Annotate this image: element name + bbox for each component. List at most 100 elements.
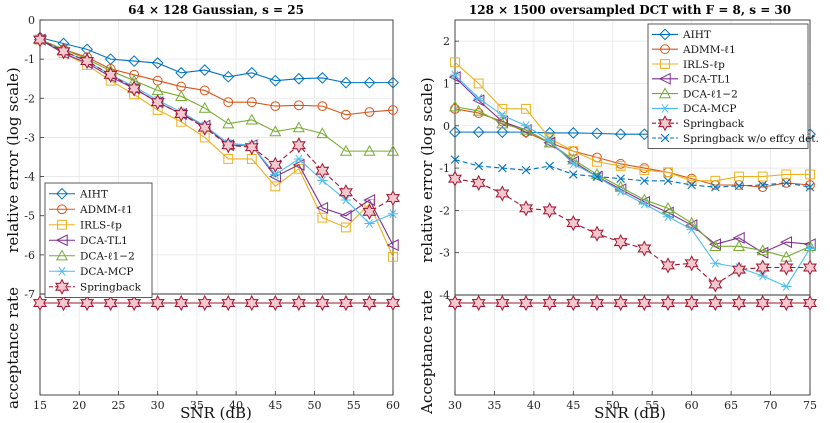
left-acceptance-point [291, 294, 306, 312]
left-series-3 [35, 34, 398, 262]
right-data-point [495, 185, 510, 202]
left-legend-marker [55, 234, 68, 247]
right-legend-item: AIHT [652, 28, 711, 41]
right-acceptance-point [542, 294, 557, 312]
right-series-line [454, 178, 810, 286]
left-x-tick-label: 30 [151, 399, 165, 412]
right-data-point [684, 255, 699, 272]
right-series-line [454, 159, 811, 188]
right-data-point [782, 178, 791, 188]
right-data-point [472, 104, 485, 116]
left-data-point [363, 144, 376, 156]
left-data-point [127, 80, 142, 97]
right-data-point [710, 175, 721, 186]
left-data-point [338, 184, 353, 201]
left-data-point [388, 251, 398, 262]
left-data-point [222, 117, 235, 129]
right-data-point [686, 224, 697, 234]
left-acceptance-series [33, 294, 400, 312]
left-series-line [39, 39, 394, 213]
right-chart-acceptance-label: Acceptance rate [418, 290, 436, 415]
right-legend-item: DCA-TL1 [652, 72, 731, 86]
right-data-point [496, 117, 509, 129]
right-legend-item: DCA-ℓ1−2 [652, 87, 738, 100]
left-legend-item: DCA-TL1 [49, 234, 128, 247]
right-data-point [449, 70, 461, 80]
right-data-point [616, 174, 625, 183]
right-x-tick-label: 40 [527, 399, 541, 412]
left-legend-label: DCA-MCP [80, 266, 133, 278]
left-data-point [363, 194, 376, 207]
left-data-point [317, 212, 328, 223]
right-legend: AIHT ADMM-ℓ1 IRLS-ℓp DCA-TL1 DCA-ℓ1−2 DCA-MCP… [647, 23, 819, 149]
right-acceptance-frame [454, 294, 811, 396]
left-data-point [291, 137, 306, 154]
left-acceptance-point [244, 294, 259, 312]
right-chart-xlabel: SNR (dB) [594, 404, 666, 422]
right-data-point [805, 180, 815, 190]
left-x-tick-label: 55 [347, 399, 361, 412]
left-data-point [221, 137, 236, 154]
right-acceptance-point [803, 294, 817, 312]
left-legend-label: DCA-TL1 [80, 235, 128, 247]
right-data-point [567, 127, 580, 139]
left-x-tick-label: 60 [386, 399, 400, 412]
left-legend-marker [56, 266, 68, 276]
left-acceptance-point [103, 294, 118, 312]
left-data-point [386, 239, 399, 252]
left-data-point [340, 76, 352, 89]
right-data-point [519, 123, 532, 137]
right-data-point [521, 165, 531, 175]
right-legend-item: IRLS-ℓp [652, 59, 725, 71]
right-data-point [732, 240, 746, 252]
left-x-tick-label: 25 [111, 399, 125, 412]
left-data-point [56, 43, 71, 60]
left-legend-marker [55, 249, 69, 261]
right-acceptance-point [566, 294, 581, 312]
right-acceptance-point [613, 294, 628, 312]
left-data-point [341, 222, 351, 233]
right-series-line [454, 106, 811, 258]
right-data-point [804, 244, 816, 253]
right-data-point [756, 244, 769, 256]
left-data-point [341, 109, 351, 120]
left-data-point [223, 154, 234, 164]
left-data-point [269, 125, 282, 137]
right-y-tick-label: 2 [443, 35, 450, 48]
right-y-tick-label: -4 [439, 289, 450, 302]
left-data-point [128, 55, 141, 68]
right-y-tick-label: -1 [439, 162, 450, 175]
right-data-point [805, 169, 815, 180]
right-data-point [663, 176, 673, 186]
right-data-point [449, 126, 461, 139]
right-data-point [709, 240, 722, 252]
right-x-tick-label: 60 [685, 399, 699, 412]
right-legend-marker [659, 28, 671, 41]
left-data-point [244, 139, 259, 156]
left-data-point [315, 162, 330, 179]
left-y-tick-label: 0 [28, 14, 35, 27]
right-data-point [521, 103, 531, 114]
right-acceptance-point [471, 294, 486, 312]
left-acceptance-point [80, 294, 95, 312]
right-data-point [568, 146, 579, 157]
right-data-point [803, 259, 817, 276]
right-series-7 [448, 170, 817, 293]
left-legend-label: ADMM-ℓ1 [79, 204, 133, 216]
left-legend-label: Springback [80, 282, 142, 294]
right-legend-label: Springback [683, 118, 745, 130]
left-data-point [223, 97, 234, 108]
left-series-2 [35, 34, 398, 120]
right-acceptance-point [590, 294, 604, 312]
left-y-tick-label: -4 [24, 171, 35, 184]
right-data-point [569, 170, 578, 179]
right-data-point [497, 110, 508, 120]
left-y-tick-label: -2 [24, 92, 35, 105]
right-data-point [519, 200, 533, 217]
right-acceptance-point [519, 294, 533, 312]
right-data-point [448, 170, 462, 187]
right-data-point [590, 225, 604, 242]
right-data-point [473, 93, 484, 103]
right-legend-marker [659, 103, 671, 113]
left-data-point [387, 209, 399, 219]
